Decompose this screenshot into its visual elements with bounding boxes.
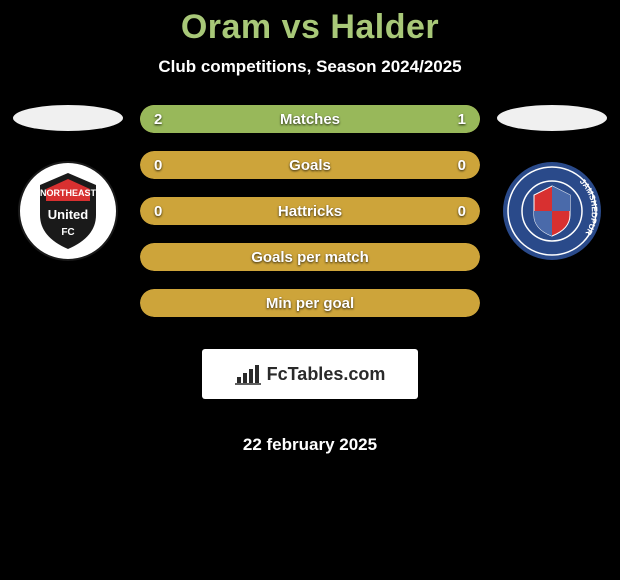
brand-logo: FcTables.com	[202, 349, 418, 399]
northeast-united-icon: NORTHEAST United FC	[18, 161, 118, 261]
date-label: 22 february 2025	[243, 435, 377, 455]
stat-value-right: 1	[430, 111, 480, 128]
comparison-card: Oram vs Halder Club competitions, Season…	[0, 0, 620, 455]
right-club-badge: JAMSHEDPUR	[502, 161, 602, 261]
stat-value-left: 2	[140, 111, 190, 128]
jamshedpur-icon: JAMSHEDPUR	[502, 161, 602, 261]
stat-value-left: 0	[140, 157, 190, 174]
bar-chart-icon	[235, 363, 261, 385]
right-player-avatar	[497, 105, 607, 131]
stat-row: Goals per match	[140, 243, 480, 271]
left-club-badge: NORTHEAST United FC	[18, 161, 118, 261]
stat-label: Goals	[190, 157, 430, 174]
page-title: Oram vs Halder	[0, 8, 620, 47]
left-player-col: NORTHEAST United FC	[8, 105, 128, 261]
svg-text:United: United	[48, 207, 89, 222]
stat-row: Min per goal	[140, 289, 480, 317]
stat-label: Matches	[190, 111, 430, 128]
stat-value-right: 0	[430, 203, 480, 220]
subtitle: Club competitions, Season 2024/2025	[0, 57, 620, 77]
brand-text: FcTables.com	[267, 364, 386, 385]
stat-label: Goals per match	[190, 249, 430, 266]
stat-row: 2Matches1	[140, 105, 480, 133]
stats-col: 2Matches10Goals00Hattricks0Goals per mat…	[140, 105, 480, 455]
stat-value-left: 0	[140, 203, 190, 220]
stat-label: Hattricks	[190, 203, 430, 220]
stat-label: Min per goal	[190, 295, 430, 312]
svg-text:NORTHEAST: NORTHEAST	[40, 188, 97, 198]
svg-text:FC: FC	[61, 227, 74, 238]
left-player-avatar	[13, 105, 123, 131]
stat-row: 0Goals0	[140, 151, 480, 179]
main-row: NORTHEAST United FC 2Matches10Goals00Hat…	[0, 105, 620, 455]
stat-value-right: 0	[430, 157, 480, 174]
stat-row: 0Hattricks0	[140, 197, 480, 225]
right-player-col: JAMSHEDPUR	[492, 105, 612, 261]
